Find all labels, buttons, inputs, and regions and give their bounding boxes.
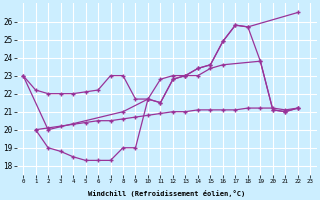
- X-axis label: Windchill (Refroidissement éolien,°C): Windchill (Refroidissement éolien,°C): [88, 190, 245, 197]
